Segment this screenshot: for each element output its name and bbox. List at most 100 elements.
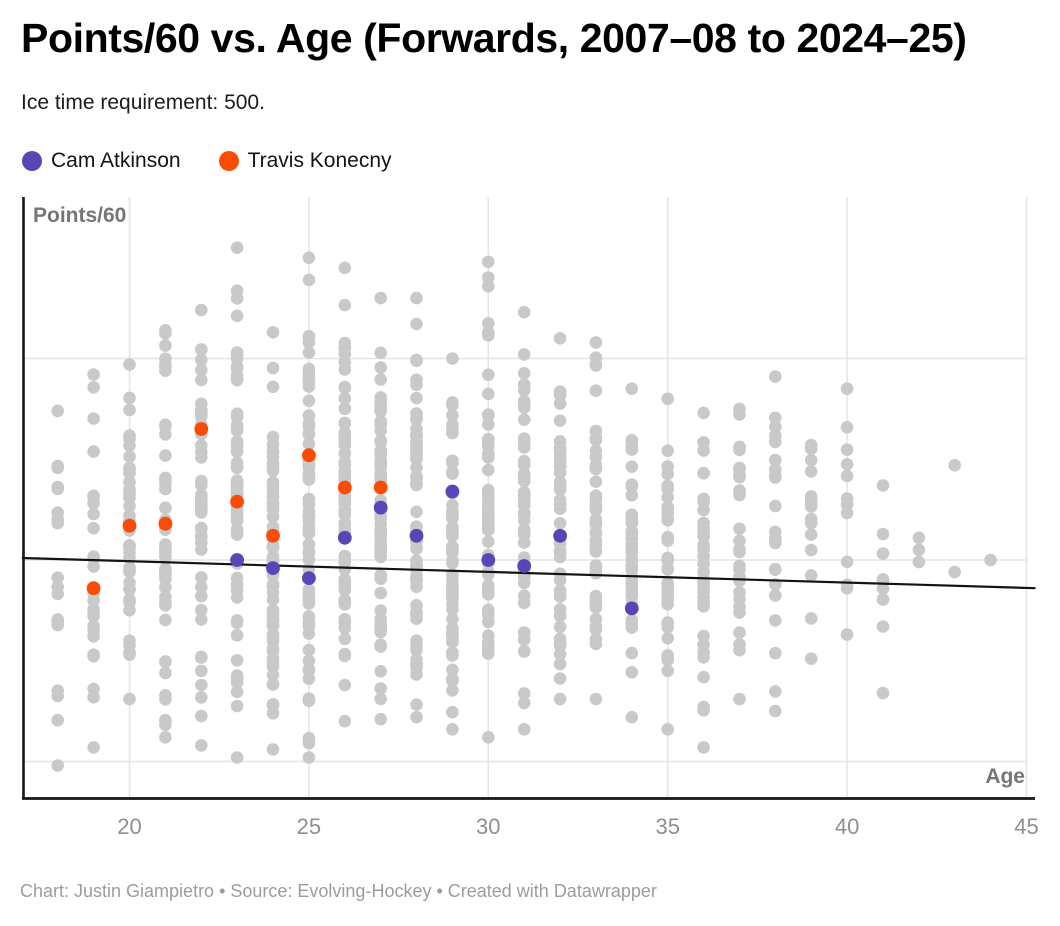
series-dot-cam-atkinson[interactable] xyxy=(373,500,388,515)
background-dot xyxy=(482,509,495,522)
series-dot-cam-atkinson[interactable] xyxy=(553,528,567,543)
background-dot xyxy=(661,593,674,606)
background-dot xyxy=(338,649,352,663)
background-dot xyxy=(876,479,890,492)
background-dot xyxy=(266,326,280,339)
background-dot xyxy=(733,522,746,536)
background-dot xyxy=(804,497,818,511)
background-dot xyxy=(697,600,710,613)
background-dot xyxy=(87,368,100,381)
background-dot xyxy=(517,413,531,427)
series-dot-cam-atkinson[interactable] xyxy=(517,559,532,573)
background-dot xyxy=(302,544,316,558)
background-dot xyxy=(266,593,280,606)
background-dot xyxy=(661,392,674,406)
background-dot xyxy=(589,424,603,438)
background-dot xyxy=(733,570,746,583)
background-dot xyxy=(302,510,316,523)
background-dot xyxy=(876,593,890,606)
background-dot xyxy=(230,372,244,386)
background-dot xyxy=(661,444,674,458)
background-dot xyxy=(195,493,208,506)
series-dot-travis-konecny[interactable] xyxy=(373,480,388,495)
background-dot xyxy=(87,381,100,394)
background-dot xyxy=(374,444,388,458)
legend-item-cam-atkinson[interactable]: Cam Atkinson xyxy=(22,149,181,173)
background-dot xyxy=(446,672,459,686)
background-dot xyxy=(733,462,746,476)
background-dot xyxy=(482,731,495,744)
background-dot xyxy=(338,380,352,394)
background-dot xyxy=(912,543,926,557)
series-dot-cam-atkinson[interactable] xyxy=(481,553,496,567)
background-dot xyxy=(589,450,603,464)
background-dot xyxy=(159,562,172,576)
background-dot xyxy=(553,692,567,706)
background-dot xyxy=(266,579,280,593)
series-dot-cam-atkinson[interactable] xyxy=(409,528,424,543)
series-dot-travis-konecny[interactable] xyxy=(122,518,137,533)
background-dot xyxy=(446,646,459,659)
background-dot xyxy=(302,362,316,376)
background-dot xyxy=(517,383,531,397)
background-dot xyxy=(589,637,603,651)
background-dot xyxy=(517,399,531,413)
series-dot-cam-atkinson[interactable] xyxy=(266,561,280,575)
x-axis-title: Age xyxy=(985,765,1025,788)
background-dot xyxy=(446,663,459,677)
background-dot xyxy=(302,380,316,393)
background-dot xyxy=(804,442,818,456)
background-dot xyxy=(769,685,782,698)
background-dot xyxy=(302,751,316,764)
background-dot xyxy=(374,539,388,552)
legend-item-travis-konecny[interactable]: Travis Konecny xyxy=(218,149,392,173)
background-dot xyxy=(625,537,639,551)
background-dot xyxy=(769,420,782,434)
series-dot-travis-konecny[interactable] xyxy=(194,422,209,436)
background-dot xyxy=(517,576,531,590)
background-dot xyxy=(446,520,459,534)
background-dot xyxy=(733,559,746,573)
background-dot xyxy=(159,449,172,462)
series-dot-travis-konecny[interactable] xyxy=(86,581,101,596)
series-dot-travis-konecny[interactable] xyxy=(266,528,280,543)
series-dot-cam-atkinson[interactable] xyxy=(624,601,639,616)
background-dot xyxy=(87,412,100,425)
series-dot-cam-atkinson[interactable] xyxy=(302,571,316,585)
background-dot xyxy=(230,424,244,437)
series-dot-cam-atkinson[interactable] xyxy=(337,530,352,545)
background-dot xyxy=(446,625,459,639)
background-dot xyxy=(625,666,639,679)
background-dot xyxy=(195,536,208,549)
background-dot xyxy=(840,628,854,641)
background-dot xyxy=(553,442,567,455)
background-dot xyxy=(302,672,316,686)
background-dot xyxy=(446,456,459,470)
background-dot xyxy=(517,367,531,380)
background-dots xyxy=(51,241,997,772)
background-dot xyxy=(51,689,64,703)
series-dot-travis-konecny[interactable] xyxy=(230,494,245,509)
background-dot xyxy=(123,692,136,706)
background-dot xyxy=(769,411,782,425)
background-dot xyxy=(195,603,208,617)
series-dot-cam-atkinson[interactable] xyxy=(230,553,245,567)
series-dot-travis-konecny[interactable] xyxy=(302,448,316,463)
x-tick-label: 40 xyxy=(835,814,859,839)
background-dot xyxy=(266,485,280,499)
background-dot xyxy=(338,621,352,635)
background-dot xyxy=(697,543,710,556)
background-dot xyxy=(589,489,603,503)
background-dot xyxy=(159,597,172,610)
background-dot xyxy=(338,554,352,567)
background-dot xyxy=(625,382,639,396)
series-dot-travis-konecny[interactable] xyxy=(158,516,173,531)
series-dot-cam-atkinson[interactable] xyxy=(445,484,460,499)
background-dot xyxy=(159,731,172,744)
background-dot xyxy=(517,696,531,710)
background-dot xyxy=(697,557,710,571)
background-dot xyxy=(266,619,280,633)
series-dot-travis-konecny[interactable] xyxy=(337,480,352,495)
background-dot xyxy=(123,509,136,522)
background-dot xyxy=(625,617,639,631)
